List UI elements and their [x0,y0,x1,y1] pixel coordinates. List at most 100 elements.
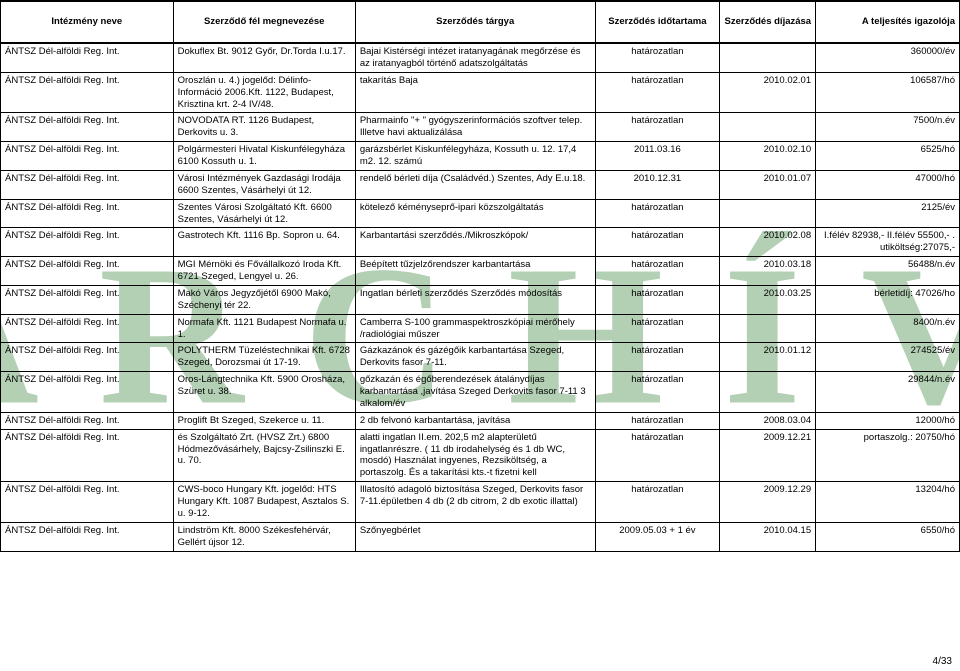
cell-c5: 2008.03.04 [720,412,816,429]
table-row: ÁNTSZ Dél-alföldi Reg. Int.CWS-boco Hung… [1,482,960,523]
cell-c1: ÁNTSZ Dél-alföldi Reg. Int. [1,170,174,199]
table-row: ÁNTSZ Dél-alföldi Reg. Int.Szentes Város… [1,199,960,228]
cell-c4: határozatlan [595,72,720,113]
cell-c2: Lindström Kft. 8000 Székesfehérvár, Gell… [173,522,355,551]
cell-c2: Oros-Lángtechnika Kft. 5900 Orosháza, Sz… [173,372,355,413]
cell-c5 [720,314,816,343]
cell-c1: ÁNTSZ Dél-alföldi Reg. Int. [1,43,174,72]
cell-c2: Városi Intézmények Gazdasági Irodája 660… [173,170,355,199]
header-duration: Szerződés időtartama [595,1,720,43]
header-row: Intézmény neve Szerződő fél megnevezése … [1,1,960,43]
cell-c3: Illatosító adagoló biztosítása Szeged, D… [355,482,595,523]
cell-c4: 2009.05.03 + 1 év [595,522,720,551]
table-row: ÁNTSZ Dél-alföldi Reg. Int.MGI Mérnöki é… [1,257,960,286]
cell-c6: 47000/hó [816,170,960,199]
cell-c2: és Szolgáltató Zrt. (HVSZ Zrt.) 6800 Hód… [173,429,355,482]
cell-c6: bérletidíj: 47026/ho [816,285,960,314]
cell-c3: takarítás Baja [355,72,595,113]
cell-c5: 2009.12.29 [720,482,816,523]
cell-c1: ÁNTSZ Dél-alföldi Reg. Int. [1,72,174,113]
header-party: Szerződő fél megnevezése [173,1,355,43]
cell-c3: gőzkazán és égőberendezések átalánydíjas… [355,372,595,413]
cell-c6: 56488/n.év [816,257,960,286]
table-row: ÁNTSZ Dél-alföldi Reg. Int.Lindström Kft… [1,522,960,551]
table-row: ÁNTSZ Dél-alföldi Reg. Int.Makó Város Je… [1,285,960,314]
cell-c5 [720,199,816,228]
cell-c2: Oroszlán u. 4.) jogelőd: Délinfo-Informá… [173,72,355,113]
cell-c1: ÁNTSZ Dél-alföldi Reg. Int. [1,314,174,343]
cell-c1: ÁNTSZ Dél-alföldi Reg. Int. [1,429,174,482]
cell-c4: határozatlan [595,199,720,228]
cell-c3: Gázkazánok és gázégőik karbantartása Sze… [355,343,595,372]
page-number: 4/33 [933,656,952,667]
cell-c1: ÁNTSZ Dél-alföldi Reg. Int. [1,372,174,413]
cell-c2: Szentes Városi Szolgáltató Kft. 6600 Sze… [173,199,355,228]
table-row: ÁNTSZ Dél-alföldi Reg. Int.Gastrotech Kf… [1,228,960,257]
cell-c6: 13204/hó [816,482,960,523]
cell-c4: határozatlan [595,314,720,343]
cell-c6: I.félév 82938,- II.félév 55500,- . utikö… [816,228,960,257]
table-row: ÁNTSZ Dél-alföldi Reg. Int.NOVODATA RT. … [1,113,960,142]
cell-c5: 2010.03.18 [720,257,816,286]
cell-c1: ÁNTSZ Dél-alföldi Reg. Int. [1,285,174,314]
cell-c1: ÁNTSZ Dél-alföldi Reg. Int. [1,522,174,551]
cell-c3: Karbantartási szerződés./Mikroszkópok/ [355,228,595,257]
cell-c1: ÁNTSZ Dél-alföldi Reg. Int. [1,257,174,286]
table-row: ÁNTSZ Dél-alföldi Reg. Int.POLYTHERM Tüz… [1,343,960,372]
cell-c3: rendelő bérleti díja (Családvéd.) Szente… [355,170,595,199]
cell-c4: határozatlan [595,343,720,372]
table-row: ÁNTSZ Dél-alföldi Reg. Int.Oroszlán u. 4… [1,72,960,113]
cell-c5: 2010.03.25 [720,285,816,314]
cell-c4: 2010.12.31 [595,170,720,199]
cell-c5 [720,43,816,72]
cell-c2: POLYTHERM Tüzeléstechnikai Kft. 6728 Sze… [173,343,355,372]
cell-c1: ÁNTSZ Dél-alföldi Reg. Int. [1,482,174,523]
cell-c3: garázsbérlet Kiskunfélegyháza, Kossuth u… [355,142,595,171]
table-row: ÁNTSZ Dél-alföldi Reg. Int.Proglift Bt S… [1,412,960,429]
cell-c1: ÁNTSZ Dél-alföldi Reg. Int. [1,412,174,429]
cell-c6: 6550/hó [816,522,960,551]
cell-c4: határozatlan [595,113,720,142]
cell-c3: Szőnyegbérlet [355,522,595,551]
cell-c2: Normafa Kft. 1121 Budapest Normafa u. 1. [173,314,355,343]
cell-c1: ÁNTSZ Dél-alföldi Reg. Int. [1,113,174,142]
cell-c5: 2009.12.21 [720,429,816,482]
cell-c4: határozatlan [595,228,720,257]
cell-c4: 2011.03.16 [595,142,720,171]
cell-c2: CWS-boco Hungary Kft. jogelőd: HTS Hunga… [173,482,355,523]
cell-c3: Camberra S-100 grammaspektroszkópiai mér… [355,314,595,343]
cell-c4: határozatlan [595,285,720,314]
cell-c4: határozatlan [595,482,720,523]
cell-c5: 2010.02.08 [720,228,816,257]
cell-c5 [720,113,816,142]
table-row: ÁNTSZ Dél-alföldi Reg. Int.és Szolgáltat… [1,429,960,482]
cell-c5: 2010.04.15 [720,522,816,551]
cell-c6: portaszolg.: 20750/hó [816,429,960,482]
table-row: ÁNTSZ Dél-alföldi Reg. Int.Oros-Lángtech… [1,372,960,413]
cell-c3: Pharmainfo "+ " gyógyszerinformációs szo… [355,113,595,142]
cell-c5 [720,372,816,413]
cell-c6: 360000/év [816,43,960,72]
cell-c1: ÁNTSZ Dél-alföldi Reg. Int. [1,228,174,257]
cell-c3: 2 db felvonó karbantartása, javítása [355,412,595,429]
table-row: ÁNTSZ Dél-alföldi Reg. Int.Polgármesteri… [1,142,960,171]
cell-c4: határozatlan [595,429,720,482]
header-fee: Szerződés díjazása [720,1,816,43]
cell-c3: Ingatlan bérleti szerződés Szerződés mód… [355,285,595,314]
cell-c2: NOVODATA RT. 1126 Budapest, Derkovits u.… [173,113,355,142]
cell-c3: Beépített tűzjelzőrendszer karbantartása [355,257,595,286]
cell-c2: MGI Mérnöki és Fővállalkozó Iroda Kft. 6… [173,257,355,286]
cell-c1: ÁNTSZ Dél-alföldi Reg. Int. [1,343,174,372]
table-row: ÁNTSZ Dél-alföldi Reg. Int.Dokuflex Bt. … [1,43,960,72]
cell-c4: határozatlan [595,257,720,286]
table-row: ÁNTSZ Dél-alföldi Reg. Int.Normafa Kft. … [1,314,960,343]
contracts-table: Intézmény neve Szerződő fél megnevezése … [0,0,960,552]
cell-c6: 106587/hó [816,72,960,113]
cell-c1: ÁNTSZ Dél-alföldi Reg. Int. [1,142,174,171]
cell-c5: 2010.01.07 [720,170,816,199]
cell-c2: Polgármesteri Hivatal Kiskunfélegyháza 6… [173,142,355,171]
cell-c2: Dokuflex Bt. 9012 Győr, Dr.Torda I.u.17. [173,43,355,72]
cell-c4: határozatlan [595,43,720,72]
cell-c3: kötelező kéményseprő-ipari közszolgáltat… [355,199,595,228]
cell-c2: Proglift Bt Szeged, Szekerce u. 11. [173,412,355,429]
